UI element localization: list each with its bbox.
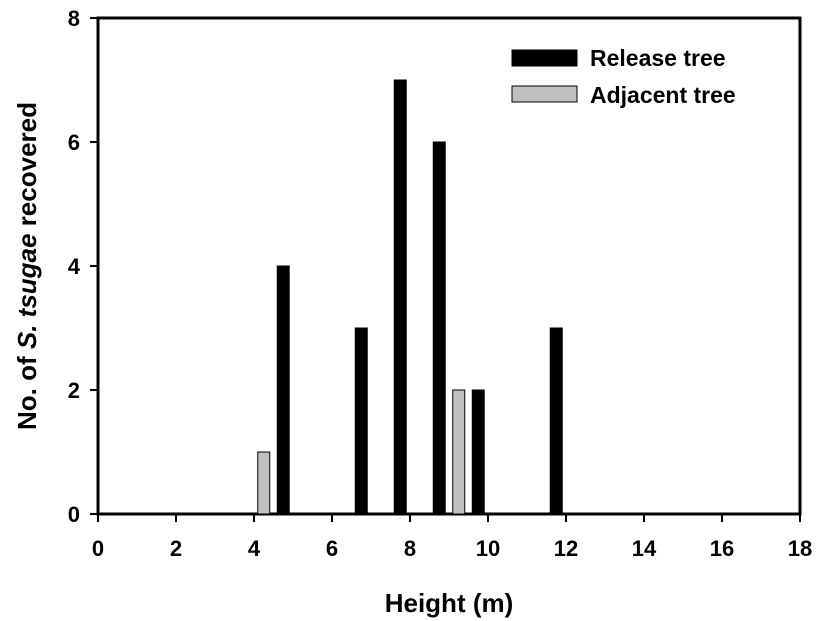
- bars-group: [257, 79, 563, 515]
- x-tick-label-7: 14: [632, 536, 657, 561]
- bar-release-tree-1: [354, 327, 368, 515]
- x-tick-label-6: 12: [554, 536, 578, 561]
- bar-adjacent-tree-1: [452, 389, 466, 515]
- y-axis-ticks: 0 2 4 6 8: [68, 6, 98, 527]
- y-tick-label-3: 6: [68, 130, 80, 155]
- x-tick-label-5: 10: [476, 536, 500, 561]
- y-axis-title-part-1: No. of: [12, 349, 42, 430]
- legend-label-adjacent-tree: Adjacent tree: [590, 82, 736, 108]
- x-tick-label-1: 2: [170, 536, 182, 561]
- y-tick-label-4: 8: [68, 6, 80, 31]
- legend: Release tree Adjacent tree: [511, 45, 736, 108]
- bar-release-tree-0: [276, 265, 290, 515]
- legend-label-release-tree: Release tree: [590, 45, 726, 71]
- legend-swatch-release-tree: [511, 49, 578, 67]
- legend-swatch-adjacent-tree: [511, 85, 578, 103]
- y-tick-label-2: 4: [68, 254, 81, 279]
- y-axis-title: No. of S. tsugae recovered: [12, 102, 42, 430]
- x-tick-label-0: 0: [92, 536, 104, 561]
- bar-adjacent-tree-0: [257, 451, 271, 515]
- x-tick-label-4: 8: [404, 536, 416, 561]
- y-tick-label-0: 0: [68, 502, 80, 527]
- x-axis-title: Height (m): [385, 588, 514, 618]
- bar-release-tree-3: [432, 141, 446, 515]
- y-axis-title-species: S. tsugae: [12, 234, 42, 350]
- x-tick-label-9: 18: [788, 536, 812, 561]
- x-tick-label-2: 4: [248, 536, 261, 561]
- x-axis-ticks: 0 2 4 6 8 10 12 14 16 18: [92, 514, 812, 561]
- bar-release-tree-5: [549, 327, 563, 515]
- x-tick-label-3: 6: [326, 536, 338, 561]
- x-tick-label-8: 16: [710, 536, 734, 561]
- bar-release-tree-2: [393, 79, 407, 515]
- y-tick-label-1: 2: [68, 378, 80, 403]
- y-axis-title-part-3: recovered: [12, 102, 42, 234]
- bar-release-tree-4: [471, 389, 485, 515]
